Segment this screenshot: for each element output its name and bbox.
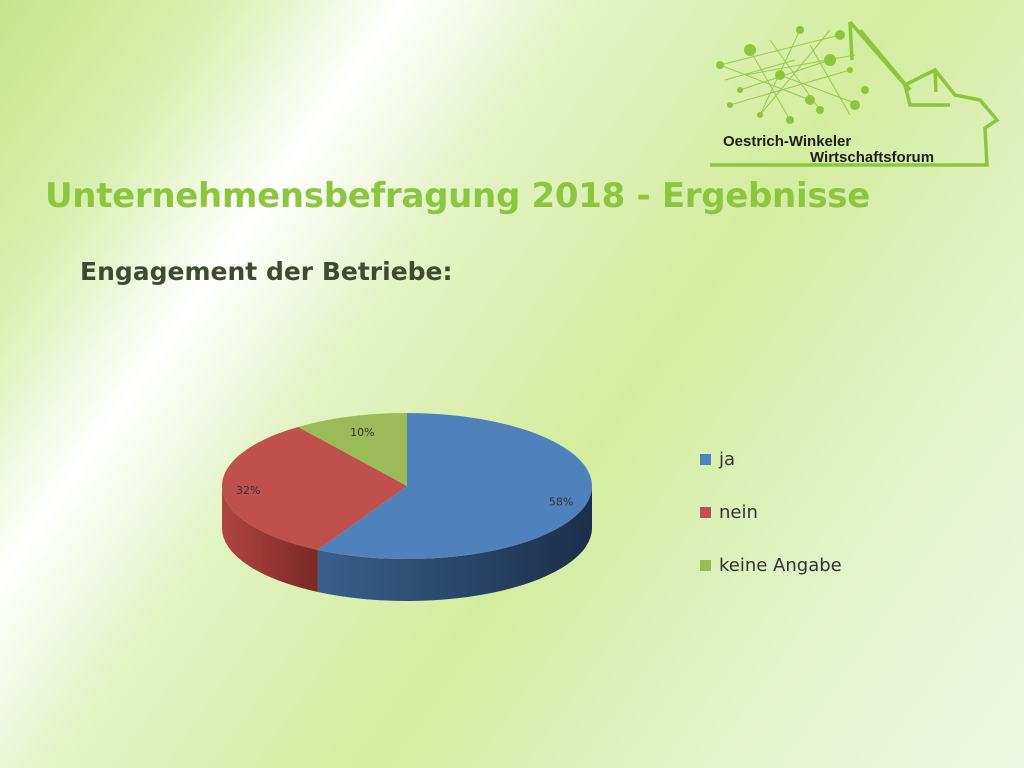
legend-label: nein [719, 501, 758, 523]
data-label-keine-angabe: 10% [350, 426, 374, 439]
pie-slice-keine-angabe [298, 413, 407, 486]
logo-text-line2: Wirtschaftsforum [810, 149, 935, 166]
chart-legend: ja nein keine Angabe [700, 446, 842, 605]
pie-slice-ja [317, 413, 593, 559]
pie-slice-side-ja [317, 486, 592, 601]
legend-swatch [700, 506, 711, 518]
page-subtitle: Engagement der Betriebe: [80, 257, 453, 286]
legend-item-keine-angabe: keine Angabe [700, 552, 842, 578]
data-label-nein: 32% [236, 484, 260, 497]
pie-slice-nein [221, 426, 407, 550]
legend-swatch [700, 453, 711, 465]
legend-item-nein: nein [700, 499, 842, 525]
data-label-ja: 58% [549, 496, 573, 509]
pie-slice-side-nein [222, 486, 318, 592]
logo [710, 20, 1000, 167]
legend-item-ja: ja [700, 446, 842, 472]
legend-swatch [700, 559, 711, 571]
pie-chart: 58% 32% 10% [221, 413, 593, 601]
legend-label: ja [719, 448, 736, 470]
legend-label: keine Angabe [719, 554, 842, 576]
logo-text-line1: Oestrich-Winkeler [723, 133, 852, 150]
page-title: Unternehmensbefragung 2018 - Ergebnisse [45, 176, 870, 216]
